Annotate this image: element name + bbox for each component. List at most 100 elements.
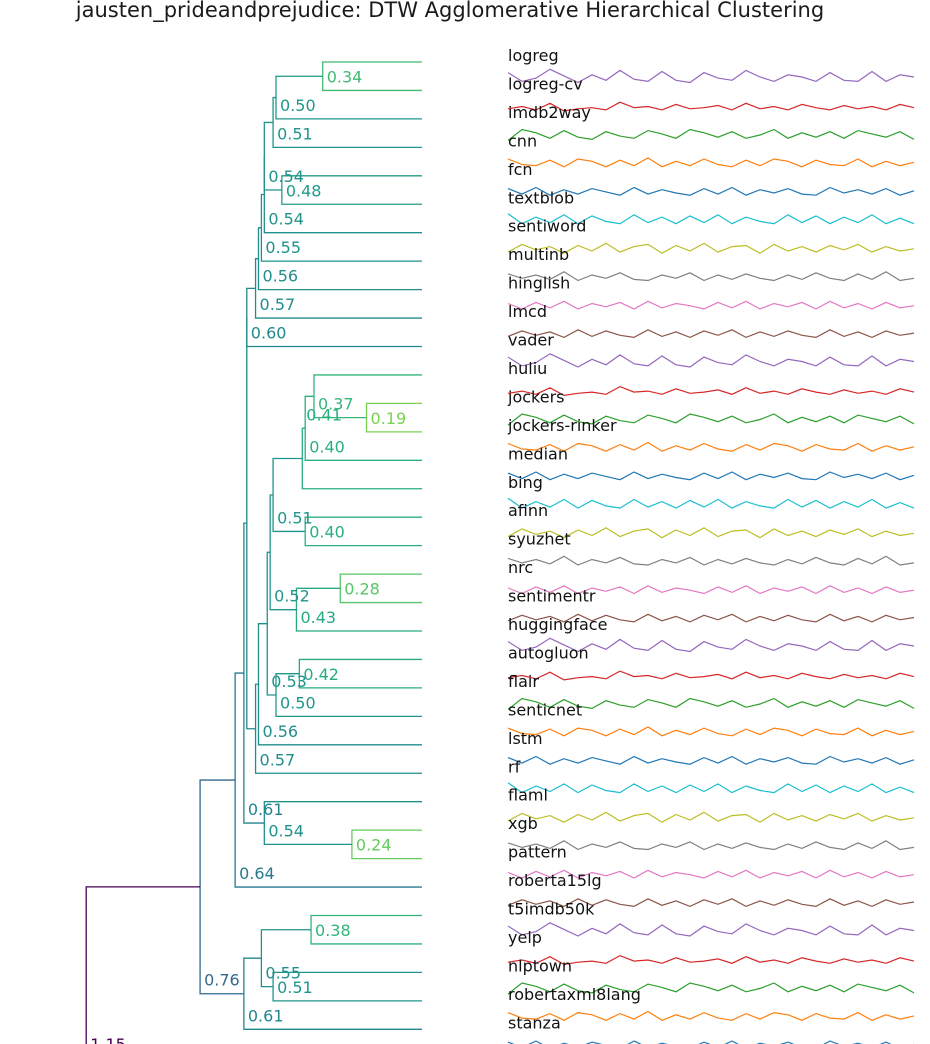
leaf-series-line [507, 782, 915, 794]
merge-height-label: 1.15 [90, 1035, 126, 1044]
leaf-series-line [507, 898, 915, 908]
merge-height-label: 0.24 [356, 836, 392, 855]
leaf-series-line [507, 101, 915, 112]
leaf-label: textblob [508, 188, 574, 207]
leaf-series-line [507, 527, 915, 539]
merge-height-label: 0.50 [280, 96, 316, 115]
leaf-label: cnn [508, 131, 537, 150]
merge-height-label: 0.19 [371, 409, 407, 428]
leaf-series-line [507, 385, 915, 397]
merge-height-label: 0.37 [318, 395, 354, 414]
merge-height-label: 0.61 [248, 800, 284, 819]
leaf-series-line [507, 697, 915, 710]
leaf-label: median [508, 444, 568, 463]
leaf-label: yelp [508, 928, 542, 947]
merge-height-label: 0.54 [268, 167, 304, 186]
leaf-series-line [507, 811, 915, 823]
merge-height-label: 0.51 [277, 978, 313, 997]
leaf-series-line [507, 982, 915, 995]
merge-height-label: 0.34 [327, 67, 363, 86]
leaf-label: afinn [508, 501, 548, 520]
leaf-label: syuzhet [508, 530, 571, 549]
leaf-series-line [507, 157, 915, 168]
leaf-label: robertaxml8lang [508, 985, 641, 1004]
leaf-series-line [507, 271, 915, 282]
merge-height-label: 0.55 [265, 964, 301, 983]
leaf-series-line [507, 186, 915, 196]
merge-height-label: 0.57 [260, 750, 296, 769]
dendrogram-link [85, 886, 201, 1044]
merge-height-label: 0.56 [262, 267, 298, 286]
merge-height-label: 0.55 [265, 238, 301, 257]
merge-height-label: 0.60 [251, 324, 287, 343]
merge-height-label: 0.54 [268, 210, 304, 229]
leaf-label: sentimentr [508, 587, 596, 606]
leaf-label: flaml [508, 786, 548, 805]
merge-height-label: 0.48 [286, 181, 322, 200]
merge-height-label: 0.43 [300, 608, 336, 627]
merge-height-label: 0.38 [315, 921, 351, 940]
leaf-series-line [507, 471, 915, 481]
merge-height-label: 0.42 [303, 665, 339, 684]
leaf-series-line [507, 413, 915, 426]
leaf-label: roberta15lg [508, 871, 602, 890]
leaf-series-line [507, 869, 915, 879]
leaf-label: imdb2way [508, 103, 591, 122]
leaf-series-line [507, 726, 915, 737]
merge-height-label: 0.51 [277, 508, 313, 527]
leaf-series-line [507, 497, 915, 509]
leaf-series-line [507, 1010, 915, 1021]
leaf-label: flair [508, 672, 539, 691]
leaf-label: logreg-cv [508, 74, 583, 93]
dendrogram-link [263, 156, 422, 234]
leaf-series-line [507, 755, 915, 765]
leaf-series-line [507, 329, 915, 339]
leaf-label: senticnet [508, 700, 582, 719]
merge-height-label: 0.40 [309, 523, 345, 542]
leaf-label: huliu [508, 359, 547, 378]
leaf-series-line [507, 555, 915, 566]
merge-height-label: 0.56 [262, 722, 298, 741]
merge-height-label: 0.54 [268, 821, 304, 840]
leaf-series-line [507, 840, 915, 851]
leaf-label: lstm [508, 729, 543, 748]
merge-height-label: 0.76 [204, 971, 240, 990]
leaf-label: multinb [508, 245, 569, 264]
merge-height-label: 0.61 [248, 1006, 284, 1025]
leaf-label: t5imdb50k [508, 900, 595, 919]
leaf-label: autogluon [508, 643, 589, 662]
dendrogram-tree: 0.340.500.510.480.540.540.550.560.570.60… [85, 61, 422, 1044]
leaf-label: sentiword [508, 217, 586, 236]
leaf-label: fcn [508, 160, 533, 179]
leaf-label: hinglish [508, 274, 570, 293]
leaf-label: xgb [508, 814, 538, 833]
leaf-label: lmcd [508, 302, 547, 321]
leaf-series-line [507, 300, 915, 310]
leaf-label: vader [508, 331, 554, 350]
leaf-label: jockers [507, 387, 564, 406]
merge-height-label: 0.28 [344, 580, 380, 599]
leaf-series-line [507, 353, 915, 368]
dendrogram-link [234, 672, 422, 888]
leaf-series-line [507, 637, 915, 653]
leaf-label: pattern [508, 843, 567, 862]
merge-height-label: 0.51 [277, 124, 313, 143]
merge-height-label: 0.52 [274, 587, 310, 606]
merge-height-label: 0.53 [271, 672, 307, 691]
leaf-label: huggingface [508, 615, 607, 634]
leaf-label: rf [508, 757, 521, 776]
merge-height-label: 0.41 [306, 405, 342, 424]
leaf-label: stanza [508, 1013, 561, 1032]
leaf-label: nlptown [508, 956, 572, 975]
merge-height-label: 0.40 [309, 437, 345, 456]
leaf-series-line [507, 68, 915, 84]
dendrogram-link [263, 121, 282, 191]
leaf-series-line [507, 128, 915, 141]
leaf-label: bing [508, 473, 543, 492]
leaf-series-line [507, 922, 915, 937]
leaf-series-line [507, 613, 915, 623]
leaf-series-line [507, 213, 915, 225]
leaf-series-panel: logreg logreg-cv imdb2way cnn fcn textblob sen… [507, 46, 915, 1044]
leaf-label: nrc [508, 558, 533, 577]
